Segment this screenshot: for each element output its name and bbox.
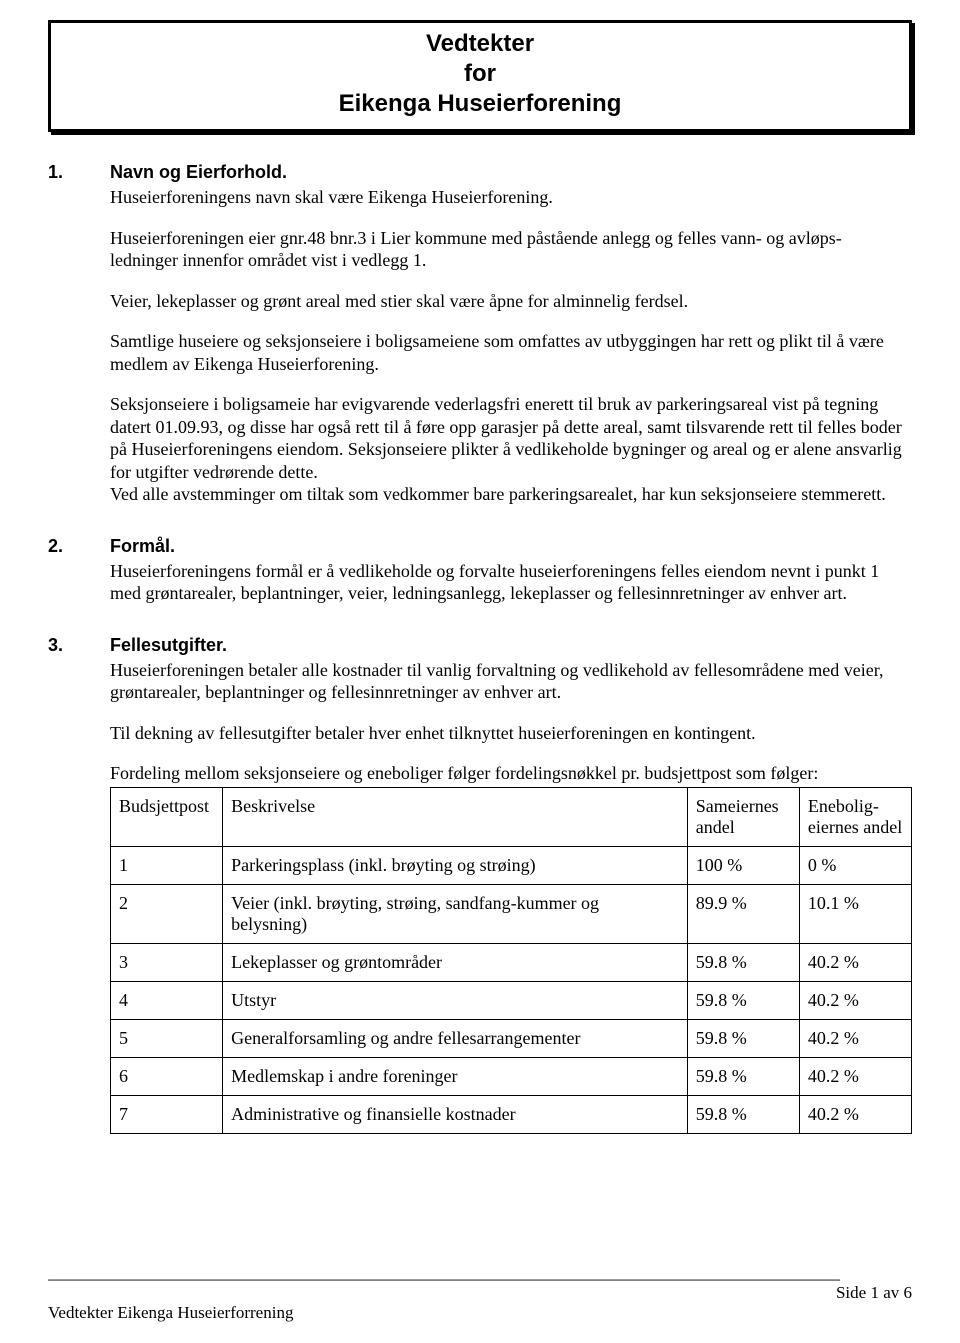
section-number: 2. (48, 536, 110, 557)
section-1: 1. Navn og Eierforhold. Huseierforeninge… (48, 162, 912, 506)
table-cell: 2 (111, 884, 223, 943)
table-cell: 10.1 % (799, 884, 911, 943)
section-title: Fellesutgifter. (110, 635, 912, 656)
title-box: Vedtekter for Eikenga Huseierforening (48, 20, 912, 132)
table-cell: 4 (111, 981, 223, 1019)
table-cell: Parkeringsplass (inkl. brøyting og strøi… (223, 846, 688, 884)
footer-rule: ________________________________________… (48, 1263, 912, 1281)
table-row: 5 Generalforsamling og andre fellesarran… (111, 1019, 912, 1057)
table-row: 4 Utstyr 59.8 % 40.2 % (111, 981, 912, 1019)
table-row: 3 Lekeplasser og grøntområder 59.8 % 40.… (111, 943, 912, 981)
table-cell: Lekeplasser og grøntområder (223, 943, 688, 981)
paragraph: Seksjonseiere i boligsameie har evigvare… (110, 393, 912, 506)
paragraph: Huseierforeningen betaler alle kostnader… (110, 659, 912, 704)
table-cell: Medlemskap i andre foreninger (223, 1057, 688, 1095)
table-cell: 0 % (799, 846, 911, 884)
table-cell: 59.8 % (687, 1019, 799, 1057)
title-line-1: Vedtekter (61, 29, 899, 59)
table-cell: 40.2 % (799, 981, 911, 1019)
table-cell: 6 (111, 1057, 223, 1095)
table-header: Beskrivelse (223, 787, 688, 846)
table-cell: 40.2 % (799, 1057, 911, 1095)
table-cell: 40.2 % (799, 1019, 911, 1057)
table-cell: 89.9 % (687, 884, 799, 943)
table-row: 2 Veier (inkl. brøyting, strøing, sandfa… (111, 884, 912, 943)
paragraph: Huseierforeningens formål er å vedlikeho… (110, 560, 912, 605)
paragraph: Veier, lekeplasser og grønt areal med st… (110, 290, 912, 313)
table-cell: Veier (inkl. brøyting, strøing, sandfang… (223, 884, 688, 943)
document-page: Vedtekter for Eikenga Huseierforening 1.… (0, 0, 960, 1343)
table-row: 6 Medlemskap i andre foreninger 59.8 % 4… (111, 1057, 912, 1095)
table-cell: 7 (111, 1095, 223, 1133)
section-2: 2. Formål. Huseierforeningens formål er … (48, 536, 912, 605)
title-line-2: for (61, 59, 899, 89)
section-number: 1. (48, 162, 110, 183)
table-header: Budsjettpost (111, 787, 223, 846)
paragraph: Huseierforeningens navn skal være Eikeng… (110, 186, 912, 209)
table-header: Sameiernes andel (687, 787, 799, 846)
table-cell: Administrative og finansielle kostnader (223, 1095, 688, 1133)
title-line-3: Eikenga Huseierforening (61, 89, 899, 119)
paragraph: Til dekning av fellesutgifter betaler hv… (110, 722, 912, 745)
table-cell: Utstyr (223, 981, 688, 1019)
table-cell: 40.2 % (799, 943, 911, 981)
table-cell: 1 (111, 846, 223, 884)
paragraph: Samtlige huseiere og seksjonseiere i bol… (110, 330, 912, 375)
table-cell: 5 (111, 1019, 223, 1057)
table-cell: 59.8 % (687, 943, 799, 981)
table-cell: 40.2 % (799, 1095, 911, 1133)
table-row: 1 Parkeringsplass (inkl. brøyting og str… (111, 846, 912, 884)
table-header-row: Budsjettpost Beskrivelse Sameiernes ande… (111, 787, 912, 846)
table-intro: Fordeling mellom seksjonseiere og enebol… (110, 762, 912, 785)
section-title: Navn og Eierforhold. (110, 162, 912, 183)
table-header: Enebolig-eiernes andel (799, 787, 911, 846)
section-title: Formål. (110, 536, 912, 557)
table-cell: 59.8 % (687, 1057, 799, 1095)
table-cell: 59.8 % (687, 1095, 799, 1133)
section-3: 3. Fellesutgifter. Huseierforeningen bet… (48, 635, 912, 1134)
footer-left: Vedtekter Eikenga Huseierforrening (48, 1303, 293, 1323)
section-number: 3. (48, 635, 110, 656)
page-footer: ________________________________________… (48, 1263, 912, 1323)
table-row: 7 Administrative og finansielle kostnade… (111, 1095, 912, 1133)
table-cell: 3 (111, 943, 223, 981)
page-number: Side 1 av 6 (836, 1283, 912, 1303)
budget-table: Budsjettpost Beskrivelse Sameiernes ande… (110, 787, 912, 1134)
table-cell: 100 % (687, 846, 799, 884)
table-cell: 59.8 % (687, 981, 799, 1019)
table-cell: Generalforsamling og andre fellesarrange… (223, 1019, 688, 1057)
paragraph: Huseierforeningen eier gnr.48 bnr.3 i Li… (110, 227, 912, 272)
